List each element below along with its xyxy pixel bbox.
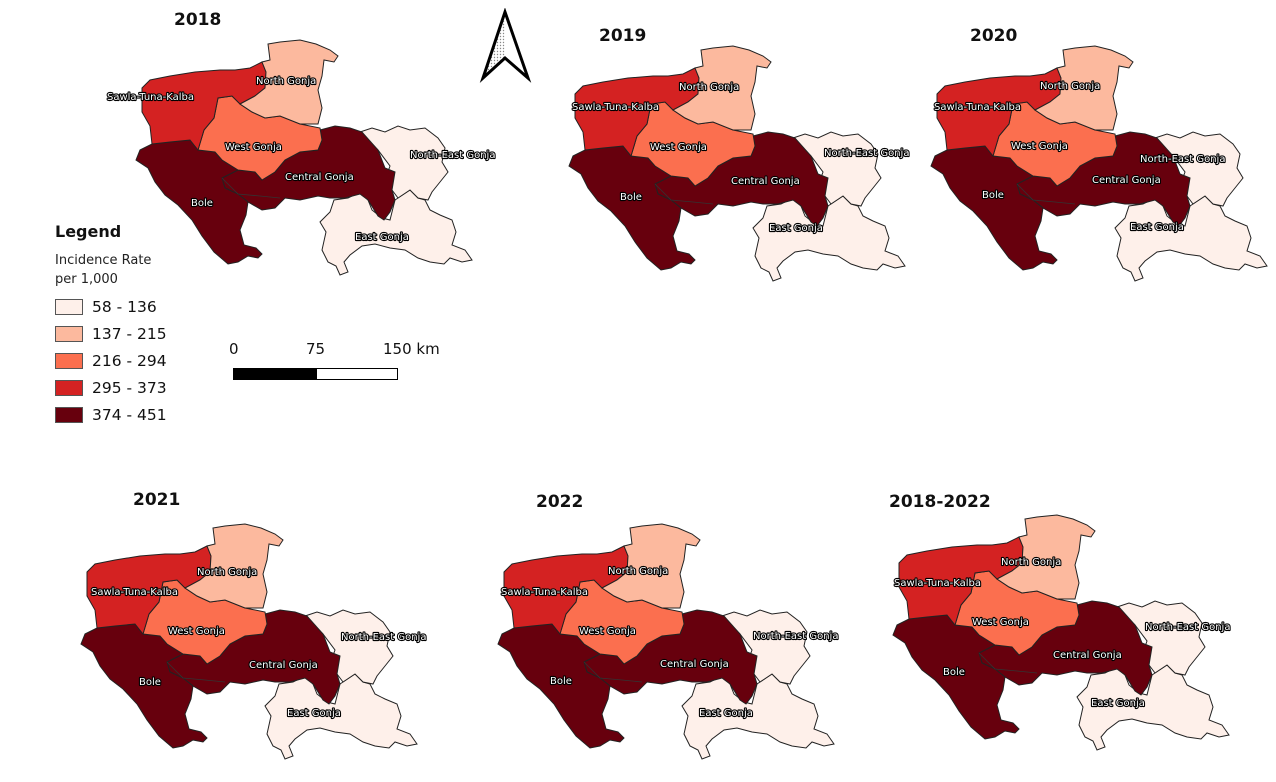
- label-sawla-tuna-kalba: Sawla-Tuna-Kalba: [501, 587, 588, 598]
- label-bole: Bole: [191, 198, 213, 209]
- label-west-gonja: West Gonja: [972, 617, 1029, 628]
- label-west-gonja: West Gonja: [1011, 141, 1068, 152]
- legend-item: 374 - 451: [55, 401, 167, 428]
- legend-label: 295 - 373: [92, 378, 167, 397]
- panel-title-2021: 2021: [133, 490, 181, 510]
- panel-title-2019: 2019: [599, 26, 647, 46]
- legend-subtitle: Incidence Rate per 1,000: [55, 251, 167, 289]
- label-central-gonja: Central Gonja: [660, 659, 729, 670]
- label-central-gonja: Central Gonja: [731, 176, 800, 187]
- label-bole: Bole: [139, 677, 161, 688]
- legend-item: 137 - 215: [55, 320, 167, 347]
- legend-subtitle-line1: Incidence Rate: [55, 253, 152, 268]
- map-2021: Sawla-Tuna-Kalba North Gonja West Gonja …: [80, 523, 428, 760]
- label-bole: Bole: [943, 667, 965, 678]
- legend-swatch: [55, 379, 83, 396]
- legend-label: 374 - 451: [92, 405, 167, 424]
- scale-tick-0: 0: [229, 340, 239, 358]
- legend-label: 137 - 215: [92, 324, 167, 343]
- legend-title: Legend: [55, 222, 122, 241]
- legend: Legend Incidence Rate per 1,000 58 - 136…: [55, 222, 167, 428]
- panel-title-2022: 2022: [536, 492, 584, 512]
- label-sawla-tuna-kalba: Sawla-Tuna-Kalba: [572, 102, 659, 113]
- label-bole: Bole: [982, 190, 1004, 201]
- label-west-gonja: West Gonja: [168, 626, 225, 637]
- scale-bar-black-segment: [233, 368, 317, 380]
- legend-swatch: [55, 325, 83, 342]
- label-east-gonja: East Gonja: [1091, 698, 1145, 709]
- label-north-gonja: North Gonja: [679, 82, 739, 93]
- map-2018: Sawla-Tuna-Kalba North Gonja West Gonja …: [106, 39, 497, 276]
- scale-bar: 0 75 150 km: [229, 340, 450, 390]
- label-west-gonja: West Gonja: [579, 626, 636, 637]
- map-2019: Sawla-Tuna-Kalba North Gonja West Gonja …: [568, 45, 911, 282]
- label-central-gonja: Central Gonja: [285, 172, 354, 183]
- label-west-gonja: West Gonja: [650, 142, 707, 153]
- label-north-gonja: North Gonja: [1001, 557, 1061, 568]
- map-2020: Sawla-Tuna-Kalba North Gonja West Gonja …: [930, 45, 1268, 282]
- label-bole: Bole: [620, 192, 642, 203]
- label-east-gonja: East Gonja: [769, 223, 823, 234]
- panel-title-2020: 2020: [970, 26, 1018, 46]
- label-north-gonja: North Gonja: [1040, 81, 1100, 92]
- legend-label: 216 - 294: [92, 351, 167, 370]
- label-north-east-gonja: North-East Gonja: [1140, 154, 1225, 165]
- label-north-east-gonja: North-East Gonja: [341, 632, 426, 643]
- panel-title-2018: 2018: [174, 10, 222, 30]
- label-sawla-tuna-kalba: Sawla-Tuna-Kalba: [91, 587, 178, 598]
- label-sawla-tuna-kalba: Sawla-Tuna-Kalba: [107, 92, 194, 103]
- north-arrow-icon: [479, 8, 532, 83]
- legend-swatch: [55, 298, 83, 315]
- label-north-gonja: North Gonja: [608, 566, 668, 577]
- label-sawla-tuna-kalba: Sawla-Tuna-Kalba: [934, 102, 1021, 113]
- legend-label: 58 - 136: [92, 297, 157, 316]
- label-east-gonja: East Gonja: [355, 232, 409, 243]
- label-north-east-gonja: North-East Gonja: [1145, 622, 1230, 633]
- label-central-gonja: Central Gonja: [1053, 650, 1122, 661]
- legend-item: 295 - 373: [55, 374, 167, 401]
- legend-swatch: [55, 352, 83, 369]
- label-north-gonja: North Gonja: [197, 567, 257, 578]
- label-east-gonja: East Gonja: [287, 708, 341, 719]
- label-north-east-gonja: North-East Gonja: [753, 631, 838, 642]
- legend-item: 216 - 294: [55, 347, 167, 374]
- legend-subtitle-line2: per 1,000: [55, 272, 118, 287]
- scale-tick-150: 150 km: [383, 340, 440, 358]
- scale-tick-75: 75: [306, 340, 326, 358]
- map-2018-2022: Sawla-Tuna-Kalba North Gonja West Gonja …: [892, 514, 1232, 751]
- label-east-gonja: East Gonja: [1130, 222, 1184, 233]
- panel-title-2018-2022: 2018-2022: [889, 492, 991, 512]
- scale-bar-white-segment: [316, 368, 398, 380]
- label-north-east-gonja: North-East Gonja: [410, 150, 495, 161]
- label-north-gonja: North Gonja: [256, 76, 316, 87]
- label-west-gonja: West Gonja: [225, 142, 282, 153]
- label-sawla-tuna-kalba: Sawla-Tuna-Kalba: [894, 578, 981, 589]
- label-central-gonja: Central Gonja: [1092, 175, 1161, 186]
- label-east-gonja: East Gonja: [699, 708, 753, 719]
- legend-item: 58 - 136: [55, 293, 167, 320]
- legend-swatch: [55, 406, 83, 423]
- label-central-gonja: Central Gonja: [249, 660, 318, 671]
- label-north-east-gonja: North-East Gonja: [824, 148, 909, 159]
- label-bole: Bole: [550, 676, 572, 687]
- map-2022: Sawla-Tuna-Kalba North Gonja West Gonja …: [497, 523, 840, 760]
